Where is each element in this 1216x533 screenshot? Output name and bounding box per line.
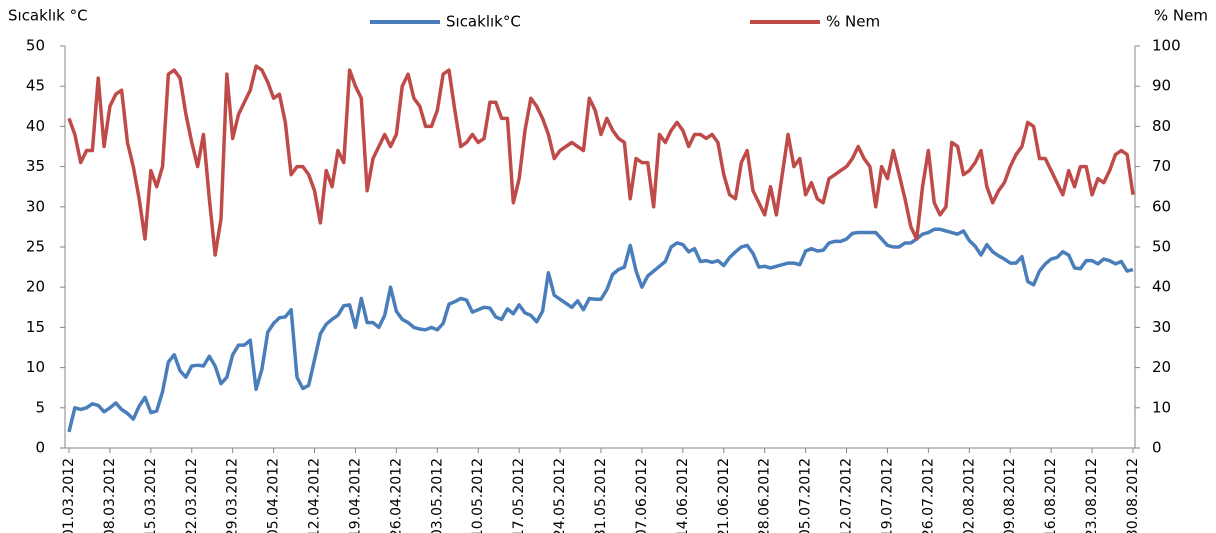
x-tick-label: 16.08.2012: [1043, 458, 1059, 533]
y-tick-label: 50: [26, 37, 45, 55]
x-tick-label: 05.07.2012: [798, 458, 814, 533]
y-tick-label: 5: [35, 398, 45, 416]
y2-tick-label: 0: [1152, 439, 1162, 457]
x-tick-label: 03.05.2012: [429, 458, 445, 533]
y-tick-label: 35: [26, 157, 45, 175]
x-tick-label: 21.06.2012: [716, 458, 732, 533]
y-tick-label: 20: [26, 278, 45, 296]
y-tick-label: 10: [26, 358, 45, 376]
y2-tick-label: 80: [1152, 117, 1171, 135]
x-tick-label: 19.04.2012: [347, 458, 363, 533]
x-tick-label: 10.05.2012: [470, 458, 486, 533]
y-tick-label: 15: [26, 318, 45, 336]
x-tick-label: 19.07.2012: [879, 458, 895, 533]
y-tick-label: 40: [26, 117, 45, 135]
y2-tick-label: 70: [1152, 157, 1171, 175]
x-tick-label: 01.03.2012: [61, 458, 77, 533]
y-axis-label: Sıcaklık °C: [8, 7, 88, 25]
x-tick-label: 22.03.2012: [184, 458, 200, 533]
x-tick-label: 09.08.2012: [1002, 458, 1018, 533]
series-line: [67, 227, 1134, 433]
x-tick-label: 02.08.2012: [961, 458, 977, 533]
x-tick-label: 08.03.2012: [102, 458, 118, 533]
y-tick-label: 0: [35, 439, 45, 457]
x-tick-label: 26.04.2012: [388, 458, 404, 533]
y2-tick-label: 100: [1152, 37, 1181, 55]
x-tick-label: 07.06.2012: [634, 458, 650, 533]
x-tick-label: 12.04.2012: [307, 458, 323, 533]
x-tick-label: 26.07.2012: [920, 458, 936, 533]
x-tick-label: 24.05.2012: [552, 458, 568, 533]
x-tick-label: 31.05.2012: [593, 458, 609, 533]
x-tick-label: 23.08.2012: [1084, 458, 1100, 533]
x-tick-label: 17.05.2012: [511, 458, 527, 533]
x-tick-label: 14.06.2012: [675, 458, 691, 533]
x-tick-label: 05.04.2012: [266, 458, 282, 533]
y2-tick-label: 20: [1152, 358, 1171, 376]
y2-axis-label: % Nem: [1154, 7, 1208, 25]
y-tick-label: 30: [26, 197, 45, 215]
y2-tick-label: 10: [1152, 398, 1171, 416]
legend-label: % Nem: [826, 13, 880, 31]
x-tick-label: 12.07.2012: [839, 458, 855, 533]
y-tick-label: 25: [26, 238, 45, 256]
x-tick-label: 30.08.2012: [1125, 458, 1141, 533]
legend-label: Sıcaklık°C: [446, 13, 521, 31]
x-tick-label: 29.03.2012: [225, 458, 241, 533]
y2-tick-label: 50: [1152, 238, 1171, 256]
y2-tick-label: 30: [1152, 318, 1171, 336]
x-tick-label: 15.03.2012: [143, 458, 159, 533]
y2-tick-label: 90: [1152, 77, 1171, 95]
y-tick-label: 45: [26, 77, 45, 95]
series-line: [67, 64, 1135, 257]
x-tick-label: 28.06.2012: [757, 458, 773, 533]
y2-tick-label: 40: [1152, 278, 1171, 296]
y2-tick-label: 60: [1152, 197, 1171, 215]
